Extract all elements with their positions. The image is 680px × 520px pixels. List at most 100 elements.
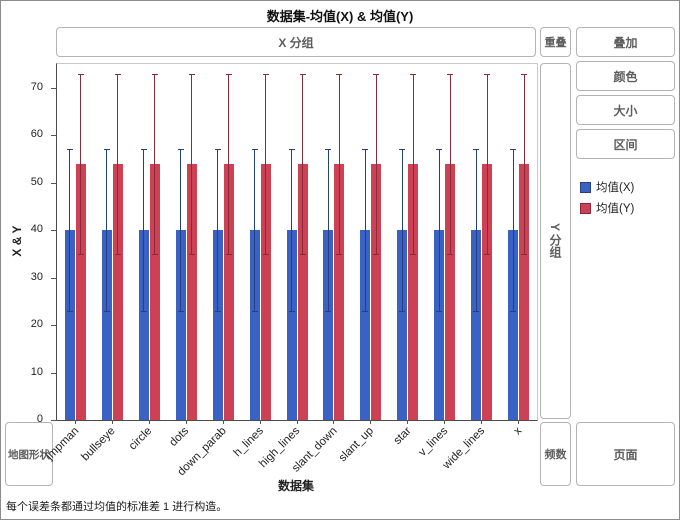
legend-label: 均值(Y)	[596, 203, 635, 215]
bar-mean-x[interactable]	[212, 230, 223, 420]
error-bar-cap	[373, 253, 380, 255]
error-bar-cap	[288, 149, 295, 151]
bar-mean-x[interactable]	[323, 230, 334, 420]
x-tick-label: circle	[127, 425, 155, 453]
x-tick-label: star	[391, 425, 414, 448]
error-bar-cap	[77, 73, 84, 75]
bar-mean-x[interactable]	[175, 230, 186, 420]
x-tick-mark	[222, 420, 224, 424]
bar-mean-y[interactable]	[186, 163, 197, 420]
bar-mean-y[interactable]	[408, 163, 419, 420]
y-tick-mark	[51, 420, 57, 421]
error-bar-cap	[510, 149, 517, 151]
bar-mean-y[interactable]	[149, 163, 160, 420]
error-bar-cap	[473, 149, 480, 151]
map-shape-drop-zone[interactable]: 地图形状	[5, 422, 53, 486]
error-bar-cap	[510, 310, 517, 312]
mean-y-swatch	[580, 202, 591, 214]
bar-mean-x[interactable]	[397, 230, 408, 420]
y-tick-label: 20	[30, 318, 43, 331]
error-bar-cap	[299, 73, 306, 75]
interval-drop-zone[interactable]: 区间	[576, 129, 675, 159]
error-bar	[338, 73, 340, 254]
mean-x-swatch	[580, 181, 591, 193]
y-tick-mark	[51, 372, 57, 374]
x-tick-label: bullseye	[79, 425, 118, 464]
frequency-drop-zone[interactable]: 频数	[540, 422, 571, 486]
x-tick-mark	[111, 420, 113, 424]
error-bar	[143, 149, 145, 311]
error-bar	[512, 149, 514, 311]
error-bar-cap	[436, 310, 443, 312]
error-bar-cap	[362, 310, 369, 312]
x-tick-mark	[444, 420, 446, 424]
error-bar-cap	[484, 73, 491, 75]
y-tick-label: 0	[36, 413, 43, 425]
error-bar-cap	[177, 310, 184, 312]
bar-mean-x[interactable]	[64, 230, 75, 420]
error-bar-cap	[436, 149, 443, 151]
legend-label: 均值(X)	[596, 182, 635, 194]
y-tick-mark	[51, 230, 57, 232]
error-bar-cap	[77, 253, 84, 255]
error-bar-cap	[103, 310, 110, 312]
y-group-drop-zone[interactable]: Y 分组	[540, 63, 571, 419]
y-tick-label: 10	[30, 365, 43, 378]
error-bar-cap	[336, 73, 343, 75]
error-bar-cap	[225, 73, 232, 75]
error-bar	[117, 73, 119, 254]
error-bar	[180, 149, 182, 311]
bar-mean-y[interactable]	[519, 163, 530, 420]
x-tick-label: x	[511, 425, 525, 438]
x-tick-mark	[259, 420, 261, 424]
bar-mean-y[interactable]	[445, 163, 456, 420]
bar-mean-x[interactable]	[286, 230, 297, 420]
legend-item-mean-x[interactable]: 均值(X)	[580, 179, 634, 195]
bar-mean-y[interactable]	[75, 163, 86, 420]
error-bar-note: 每个误差条都通过均值的标准差 1 进行构造。	[6, 501, 228, 513]
error-bar-cap	[410, 73, 417, 75]
error-bar-cap	[447, 73, 454, 75]
size-drop-zone[interactable]: 大小	[576, 95, 675, 125]
y-tick-mark	[51, 135, 57, 137]
stack-button[interactable]: 叠加	[576, 27, 675, 57]
error-bar	[69, 149, 71, 311]
error-bar-cap	[151, 73, 158, 75]
y-tick-label: 60	[30, 128, 43, 141]
page-drop-zone[interactable]: 页面	[576, 422, 675, 486]
error-bar-cap	[325, 149, 332, 151]
error-bar-cap	[473, 310, 480, 312]
legend-item-mean-y[interactable]: 均值(Y)	[580, 200, 634, 216]
error-bar	[486, 73, 488, 254]
bar-mean-x[interactable]	[434, 230, 445, 420]
x-tick-mark	[333, 420, 335, 424]
error-bar-cap	[214, 149, 221, 151]
bar-mean-x[interactable]	[471, 230, 482, 420]
y-axis-tick-labels: 0 10 20 30 40 50 60 70	[1, 63, 51, 425]
bar-mean-x[interactable]	[360, 230, 371, 420]
bar-mean-x[interactable]	[138, 230, 149, 420]
bar-mean-y[interactable]	[371, 163, 382, 420]
x-group-drop-zone[interactable]: X 分组	[56, 27, 536, 57]
bar-mean-y[interactable]	[334, 163, 345, 420]
bar-mean-y[interactable]	[297, 163, 308, 420]
color-drop-zone[interactable]: 颜色	[576, 61, 675, 91]
bar-mean-y[interactable]	[112, 163, 123, 420]
bar-mean-x[interactable]	[101, 230, 112, 420]
x-axis-tick-labels: jmpman bullseye circle dots down_parab h_line…	[44, 420, 536, 478]
bar-mean-x[interactable]	[508, 230, 519, 420]
bar-mean-y[interactable]	[482, 163, 493, 420]
error-bar	[327, 149, 329, 311]
error-bar	[438, 149, 440, 311]
bar-mean-y[interactable]	[223, 163, 234, 420]
bar-mean-x[interactable]	[249, 230, 260, 420]
x-tick-label: slant_up	[337, 425, 377, 465]
y-tick-mark	[51, 182, 57, 184]
x-tick-mark	[296, 420, 298, 424]
overlay-drop-zone[interactable]: 重叠	[540, 27, 571, 57]
plot-area[interactable]	[51, 63, 538, 424]
y-tick-mark	[51, 87, 57, 89]
error-bar-cap	[188, 253, 195, 255]
bar-mean-y[interactable]	[260, 163, 271, 420]
